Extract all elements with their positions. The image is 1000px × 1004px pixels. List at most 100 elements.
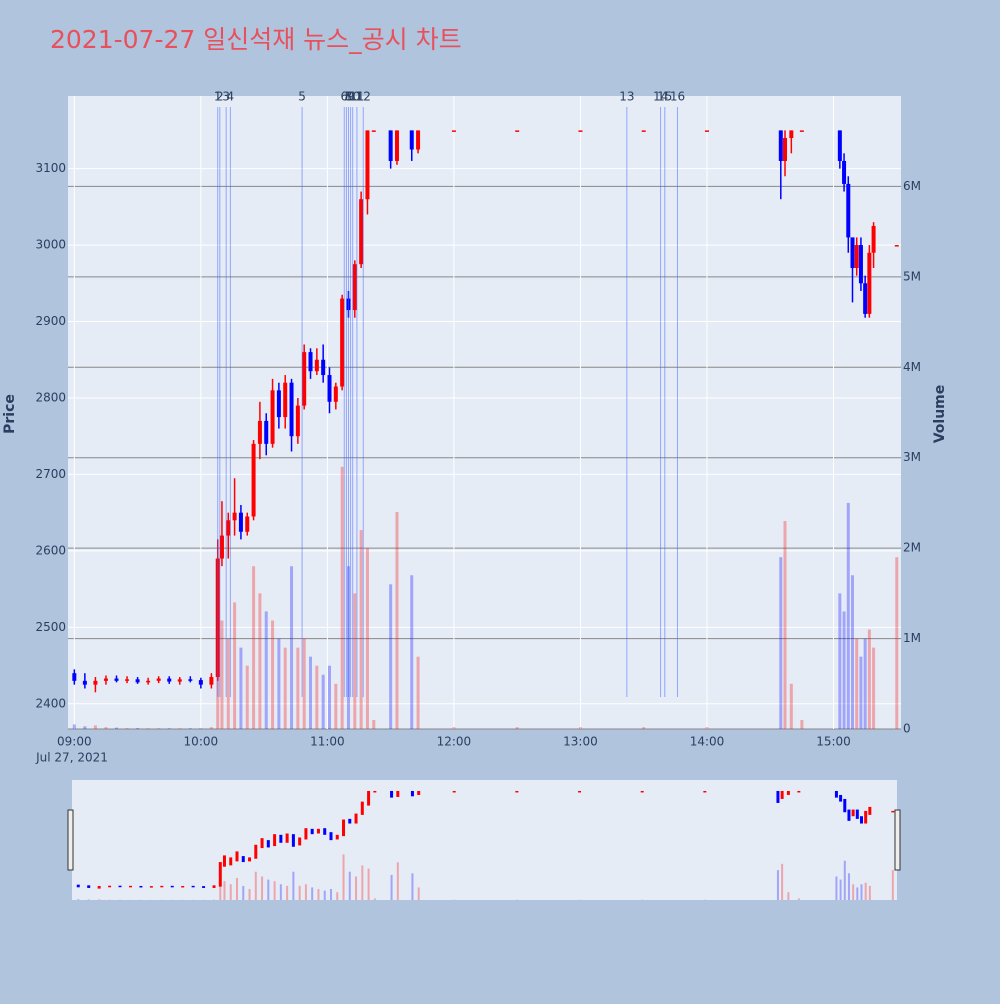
candle-body [410, 130, 414, 149]
volume-bar [265, 611, 268, 729]
candle-body [233, 513, 237, 521]
y2-tick-label: 5M [903, 269, 921, 283]
volume-bar [126, 728, 129, 729]
candle-body [283, 383, 287, 417]
candle-body [146, 681, 150, 683]
candle-body [779, 130, 783, 161]
volume-bar [83, 726, 86, 729]
volume-bar [94, 725, 97, 729]
volume-bar [843, 611, 846, 729]
y2-tick-label: 3M [903, 450, 921, 464]
candle-body [800, 130, 804, 132]
volume-bar [168, 728, 171, 729]
volume-bar [705, 727, 708, 729]
candle-body [290, 383, 294, 437]
candle-body [178, 679, 182, 681]
candle-body [93, 681, 97, 685]
candle-body [859, 245, 863, 283]
y2-axis-title: Volume [932, 385, 948, 444]
plot-area [68, 96, 901, 729]
y2-tick-label: 4M [903, 360, 921, 374]
slider-volume-bar [844, 861, 846, 900]
y2-tick-label: 2M [903, 541, 921, 555]
slider-volume-bar [255, 872, 257, 900]
slider-volume-bar [261, 876, 263, 900]
volume-bar [855, 639, 858, 729]
volume-bar [872, 648, 875, 729]
volume-bar [322, 675, 325, 729]
slider-volume-bar [223, 881, 225, 900]
y-tick-label: 2500 [35, 620, 66, 634]
candle-body [252, 444, 256, 517]
volume-bar [389, 584, 392, 729]
candle-body [226, 520, 230, 535]
candle-body [578, 130, 582, 132]
y-tick-label: 3100 [35, 161, 66, 175]
volume-bar [178, 728, 181, 729]
candle-body [372, 130, 376, 132]
slider-volume-bar [299, 886, 301, 900]
slider-volume-bar [249, 889, 251, 900]
volume-bar [199, 728, 202, 729]
slider-volume-bar [777, 870, 779, 900]
volume-bar [309, 657, 312, 729]
slider-volume-bar [787, 892, 789, 900]
volume-bar [779, 557, 782, 729]
candle-body [264, 421, 268, 444]
slider-volume-bar [418, 887, 420, 900]
chart-title: 2021-07-27 일신석재 뉴스_공시 차트 [50, 25, 462, 54]
slider-handle[interactable] [68, 810, 73, 870]
x-tick-label: 11:00 [310, 735, 345, 749]
slider-volume-bar [336, 892, 338, 900]
slider-volume-bar [391, 875, 393, 900]
news-label: 16 [670, 90, 685, 104]
candle-body [340, 299, 344, 387]
volume-bar [284, 648, 287, 729]
slider-volume-bar [305, 884, 307, 900]
candle-body [515, 130, 519, 132]
volume-bar [341, 467, 344, 729]
candle-body [188, 679, 192, 681]
slider-volume-bar [242, 886, 244, 900]
y2-tick-label: 6M [903, 179, 921, 193]
candle-body [395, 130, 399, 161]
slider-volume-bar [848, 873, 850, 900]
news-label: 12 [356, 90, 371, 104]
candle-body [838, 130, 842, 161]
candle-body [315, 360, 319, 371]
candle-body [855, 245, 859, 268]
slider-volume-bar [267, 880, 269, 900]
volume-bar [838, 593, 841, 729]
candle-body [245, 516, 249, 531]
candle-body [327, 375, 331, 402]
candle-body [365, 130, 369, 199]
candle-body [850, 237, 854, 268]
volume-bar [233, 602, 236, 729]
volume-bar [366, 548, 369, 729]
range-slider[interactable] [72, 780, 897, 900]
slider-volume-bar [869, 886, 871, 900]
volume-bar [104, 727, 107, 729]
candle-body [842, 161, 846, 184]
slider-volume-bar [781, 864, 783, 900]
volume-bar [784, 521, 787, 729]
candle-body [104, 679, 108, 681]
volume-bar [296, 648, 299, 729]
slider-volume-bar [852, 884, 854, 900]
volume-bar [353, 593, 356, 729]
volume-bar [851, 575, 854, 729]
y-tick-label: 3000 [35, 238, 66, 252]
candle-body [72, 673, 76, 681]
candle-body [416, 130, 420, 149]
slider-handle[interactable] [895, 810, 900, 870]
candle-body [220, 536, 224, 559]
volume-bar [395, 512, 398, 729]
volume-bar [220, 620, 223, 729]
slider-volume-bar [397, 862, 399, 900]
y2-tick-label: 0 [903, 722, 911, 736]
candle-body [83, 681, 87, 685]
news-label: 4 [227, 90, 235, 104]
slider-volume-bar [330, 889, 332, 900]
slider-volume-bar [274, 881, 276, 900]
candle-body [302, 352, 306, 406]
